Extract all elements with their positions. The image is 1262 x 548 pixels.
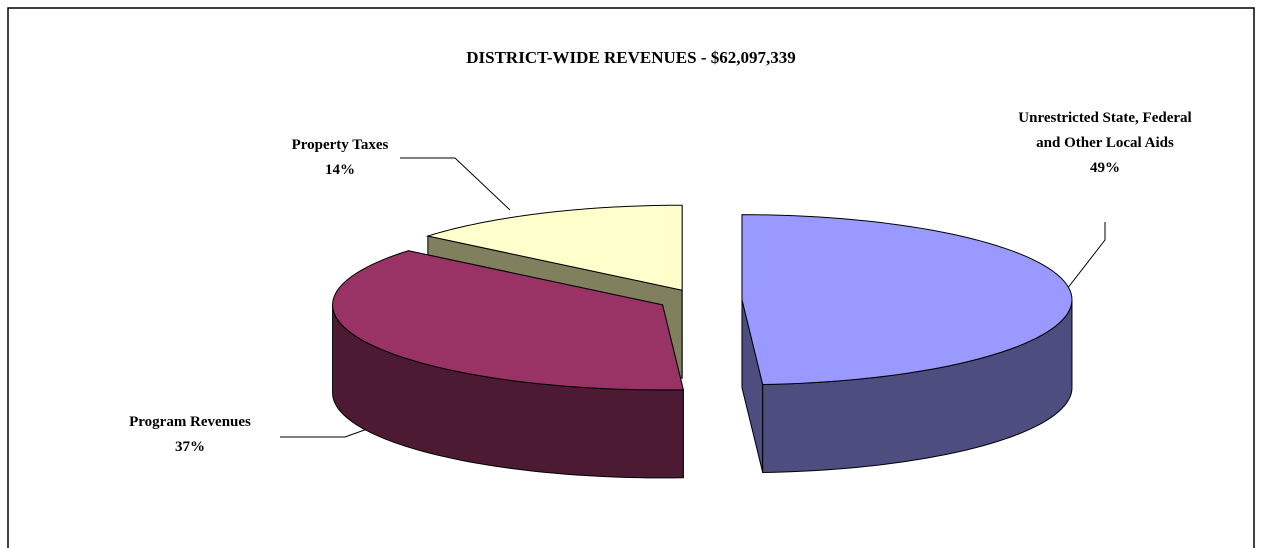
leader-line [280,427,371,438]
category-label: Unrestricted State, Federal and Other Lo… [1018,110,1192,151]
leader-line [400,157,511,211]
slice-top [425,204,683,291]
slice-top [332,250,684,391]
slice-label: Property Taxes 14% [260,133,420,183]
category-label: Program Revenues [129,414,251,430]
slice-label: Unrestricted State, Federal and Other Lo… [990,106,1220,181]
slice-top [741,214,1073,386]
pie-slice [741,214,1073,474]
chart-frame [7,7,1255,548]
value-label: 14% [325,162,355,178]
value-label: 49% [1090,160,1120,176]
value-label: 37% [175,439,205,455]
pie-slice [332,250,684,479]
slice-label: Program Revenues 37% [90,410,290,460]
chart-title: DISTRICT-WIDE REVENUES - $62,097,339 [466,48,796,67]
leader-line [1059,222,1106,299]
category-label: Property Taxes [291,137,389,153]
